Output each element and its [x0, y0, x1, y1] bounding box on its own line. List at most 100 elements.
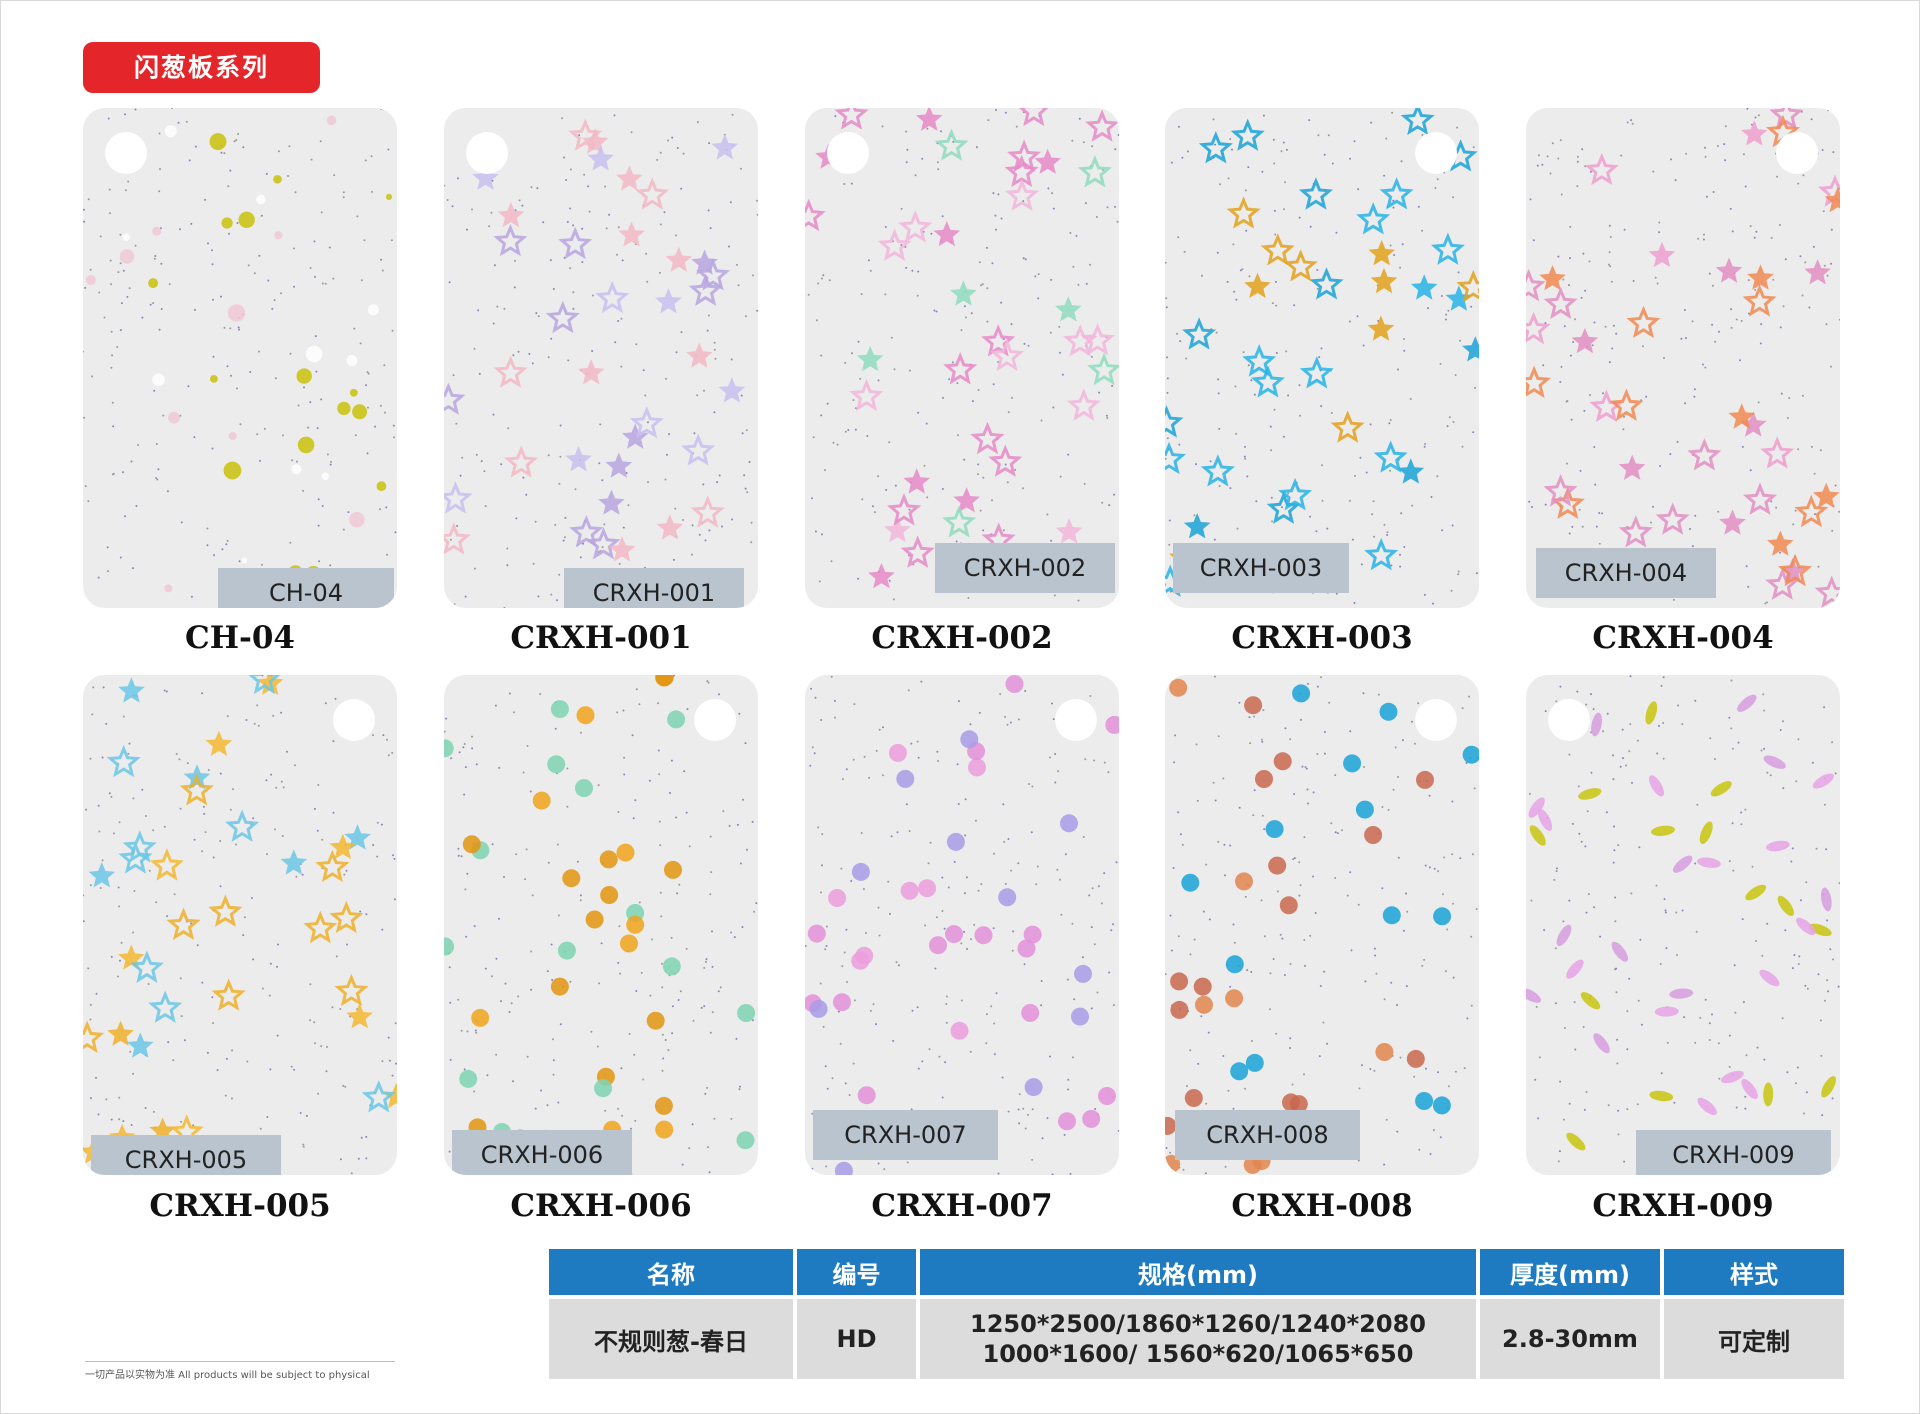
- glitter-dot: [1222, 1055, 1225, 1057]
- sequin-star: [1728, 403, 1756, 429]
- glitter-dot: [1261, 814, 1264, 817]
- glitter-dot: [118, 905, 121, 908]
- sample-sticker-label: CRXH-006: [452, 1130, 632, 1175]
- glitter-dot: [257, 724, 260, 727]
- glitter-dot: [1593, 906, 1596, 909]
- glitter-dot: [103, 316, 106, 319]
- glitter-dot: [728, 245, 730, 248]
- sequin-dot: [164, 125, 177, 138]
- glitter-dot: [621, 259, 624, 262]
- sequin-star: [1242, 344, 1277, 377]
- glitter-dot: [1011, 949, 1014, 952]
- glitter-dot: [635, 688, 638, 691]
- glitter-dot: [1090, 1007, 1093, 1010]
- glitter-dot: [627, 504, 630, 507]
- glitter-dot: [1452, 196, 1455, 199]
- glitter-dot: [845, 928, 848, 931]
- glitter-dot: [106, 546, 109, 549]
- glitter-dot: [534, 1107, 537, 1110]
- glitter-dot: [1786, 417, 1789, 419]
- glitter-dot: [1712, 191, 1715, 193]
- sequin-star: [1087, 352, 1119, 386]
- glitter-dot: [124, 515, 126, 518]
- glitter-dot: [703, 966, 706, 969]
- glitter-dot: [172, 1059, 175, 1062]
- glitter-dot: [1827, 990, 1830, 993]
- glitter-dot: [556, 843, 559, 846]
- glitter-dot: [225, 1057, 228, 1060]
- glitter-dot: [1166, 377, 1169, 380]
- glitter-dot: [1437, 1071, 1439, 1074]
- glitter-dot: [590, 1030, 593, 1033]
- glitter-dot: [648, 779, 651, 782]
- glitter-dot: [620, 1067, 623, 1070]
- glitter-dot: [204, 831, 207, 834]
- glitter-dot: [1804, 984, 1807, 987]
- glitter-dot: [236, 387, 238, 390]
- glitter-dot: [83, 920, 85, 923]
- glitter-dot: [1793, 954, 1796, 956]
- sequin-star: [329, 900, 364, 934]
- sequin-leaf: [1763, 755, 1786, 769]
- glitter-dot: [319, 140, 322, 143]
- glitter-dot: [818, 580, 821, 583]
- glitter-dot: [826, 1087, 829, 1090]
- glitter-dot: [102, 686, 105, 689]
- glitter-dot: [207, 242, 209, 245]
- glitter-dot: [1560, 193, 1563, 196]
- glitter-dot: [1834, 772, 1837, 775]
- glitter-dot: [503, 307, 506, 310]
- glitter-dot: [475, 763, 478, 766]
- glitter-dot: [1724, 125, 1727, 128]
- glitter-dot: [180, 521, 183, 524]
- glitter-dot: [1253, 715, 1256, 718]
- sequin-leaf: [1669, 988, 1694, 999]
- glitter-dot: [486, 1074, 489, 1077]
- glitter-dot: [1413, 1075, 1416, 1078]
- glitter-dot: [916, 740, 919, 743]
- glitter-dot: [291, 459, 294, 462]
- glitter-dot: [708, 142, 711, 145]
- glitter-dot: [89, 1003, 92, 1006]
- glitter-dot: [707, 314, 710, 317]
- glitter-dot: [554, 523, 557, 526]
- glitter-dot: [1813, 472, 1816, 475]
- glitter-dot: [672, 558, 675, 561]
- glitter-dot: [872, 1003, 875, 1006]
- glitter-dot: [314, 275, 316, 278]
- glitter-dot: [141, 788, 144, 791]
- glitter-dot: [745, 429, 748, 432]
- glitter-dot: [819, 982, 822, 985]
- glitter-dot: [691, 524, 694, 527]
- sequin-star: [629, 406, 664, 439]
- glitter-dot: [963, 458, 966, 461]
- sequin-star: [208, 894, 243, 927]
- glitter-dot: [1590, 771, 1593, 774]
- glitter-dot: [971, 400, 974, 403]
- glitter-dot: [83, 894, 85, 897]
- sequin-star: [688, 273, 723, 307]
- glitter-dot: [1566, 462, 1568, 465]
- glitter-dot: [1031, 1158, 1034, 1161]
- glitter-dot: [461, 456, 464, 459]
- glitter-dot: [1213, 538, 1216, 541]
- glitter-dot: [1231, 148, 1233, 151]
- glitter-dot: [755, 902, 758, 905]
- glitter-dot: [1714, 340, 1717, 343]
- glitter-dot: [293, 1068, 296, 1071]
- glitter-dot: [490, 211, 493, 214]
- glitter-dot: [1328, 701, 1331, 704]
- glitter-dot: [325, 1070, 328, 1073]
- sample-texture: [805, 675, 1119, 1175]
- glitter-dot: [1405, 892, 1407, 895]
- hang-hole: [1415, 699, 1457, 741]
- glitter-dot: [1052, 207, 1055, 210]
- glitter-dot: [471, 735, 473, 738]
- glitter-dot: [321, 282, 324, 285]
- glitter-dot: [1636, 1103, 1639, 1106]
- glitter-dot: [301, 873, 304, 876]
- glitter-dot: [1579, 469, 1582, 472]
- glitter-dot: [546, 1104, 549, 1107]
- sequin-star: [1356, 202, 1391, 235]
- glitter-dot: [717, 990, 720, 993]
